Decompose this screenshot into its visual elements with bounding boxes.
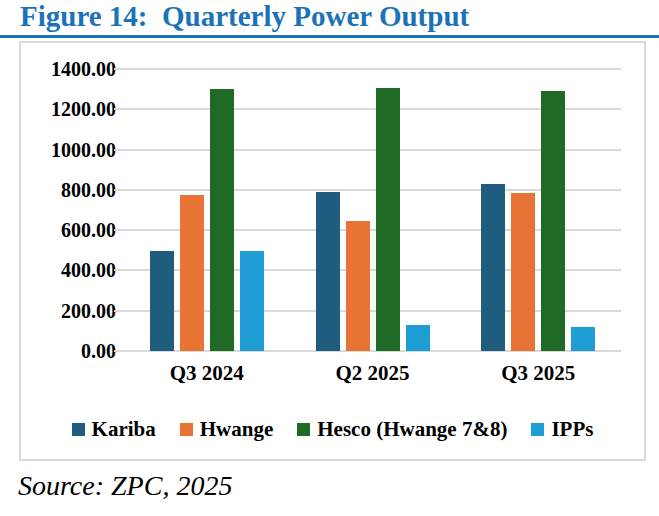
- legend-label: IPPs: [551, 417, 593, 442]
- bar-hwange: [180, 195, 204, 351]
- figure-title: Figure 14: Quarterly Power Output: [0, 0, 659, 33]
- plot-area: [124, 69, 621, 351]
- y-axis-tick: [114, 108, 124, 110]
- x-tick-label: Q3 2025: [455, 361, 621, 386]
- y-axis-tick: [114, 68, 124, 70]
- bar-hesco-hwange-7-8: [541, 91, 565, 351]
- y-axis-tick: [114, 229, 124, 231]
- bar-hwange: [346, 221, 370, 351]
- y-tick-label: 0.00: [21, 340, 116, 362]
- legend: Kariba Hwange Hesco (Hwange 7&8) IPPs: [21, 417, 644, 442]
- legend-swatch: [297, 423, 310, 436]
- y-tick-label: 400.00: [21, 259, 116, 281]
- bar-groups: [124, 69, 621, 351]
- x-tick-label: Q2 2025: [290, 361, 456, 386]
- bar-kariba: [316, 192, 340, 351]
- y-axis-tick: [114, 149, 124, 151]
- y-tick-label: 800.00: [21, 179, 116, 201]
- legend-label: Hwange: [200, 417, 274, 442]
- x-axis: Q3 2024Q2 2025Q3 2025: [124, 361, 621, 386]
- bar-kariba: [150, 251, 174, 351]
- bar-ipps: [571, 327, 595, 351]
- legend-swatch: [531, 423, 544, 436]
- legend-item-hwange: Hwange: [180, 417, 274, 442]
- legend-swatch: [72, 423, 85, 436]
- bar-group-q3-2024: [124, 69, 290, 351]
- y-axis-tick: [114, 269, 124, 271]
- legend-label: Hesco (Hwange 7&8): [317, 417, 507, 442]
- bar-group-q2-2025: [290, 69, 456, 351]
- legend-swatch: [180, 423, 193, 436]
- y-tick-label: 200.00: [21, 300, 116, 322]
- legend-item-hesco-hwange-7-8: Hesco (Hwange 7&8): [297, 417, 507, 442]
- bar-group-q3-2025: [455, 69, 621, 351]
- figure-page: Figure 14: Quarterly Power Output 0.00 20…: [0, 0, 659, 516]
- bar-ipps: [406, 325, 430, 351]
- bar-hwange: [511, 193, 535, 351]
- y-axis-tick: [114, 189, 124, 191]
- y-axis-tick: [114, 310, 124, 312]
- title-underline: [0, 35, 659, 38]
- y-axis-tick: [114, 350, 124, 352]
- bar-kariba: [481, 184, 505, 351]
- y-tick-label: 1400.00: [21, 58, 116, 80]
- y-axis: 0.00200.00400.00600.00800.001000.001200.…: [21, 69, 116, 351]
- y-tick-label: 1000.00: [21, 139, 116, 161]
- legend-item-ipps: IPPs: [531, 417, 593, 442]
- legend-item-kariba: Kariba: [72, 417, 156, 442]
- source-note: Source: ZPC, 2025: [18, 470, 659, 502]
- y-tick-label: 600.00: [21, 219, 116, 241]
- legend-label: Kariba: [92, 417, 156, 442]
- y-tick-label: 1200.00: [21, 98, 116, 120]
- bar-hesco-hwange-7-8: [376, 88, 400, 351]
- x-tick-label: Q3 2024: [124, 361, 290, 386]
- quarterly-power-output-chart: 0.00 200.00 400.00 600.00 800.00 1000.00 1200.…: [19, 41, 646, 461]
- bar-hesco-hwange-7-8: [210, 89, 234, 351]
- bar-ipps: [240, 251, 264, 351]
